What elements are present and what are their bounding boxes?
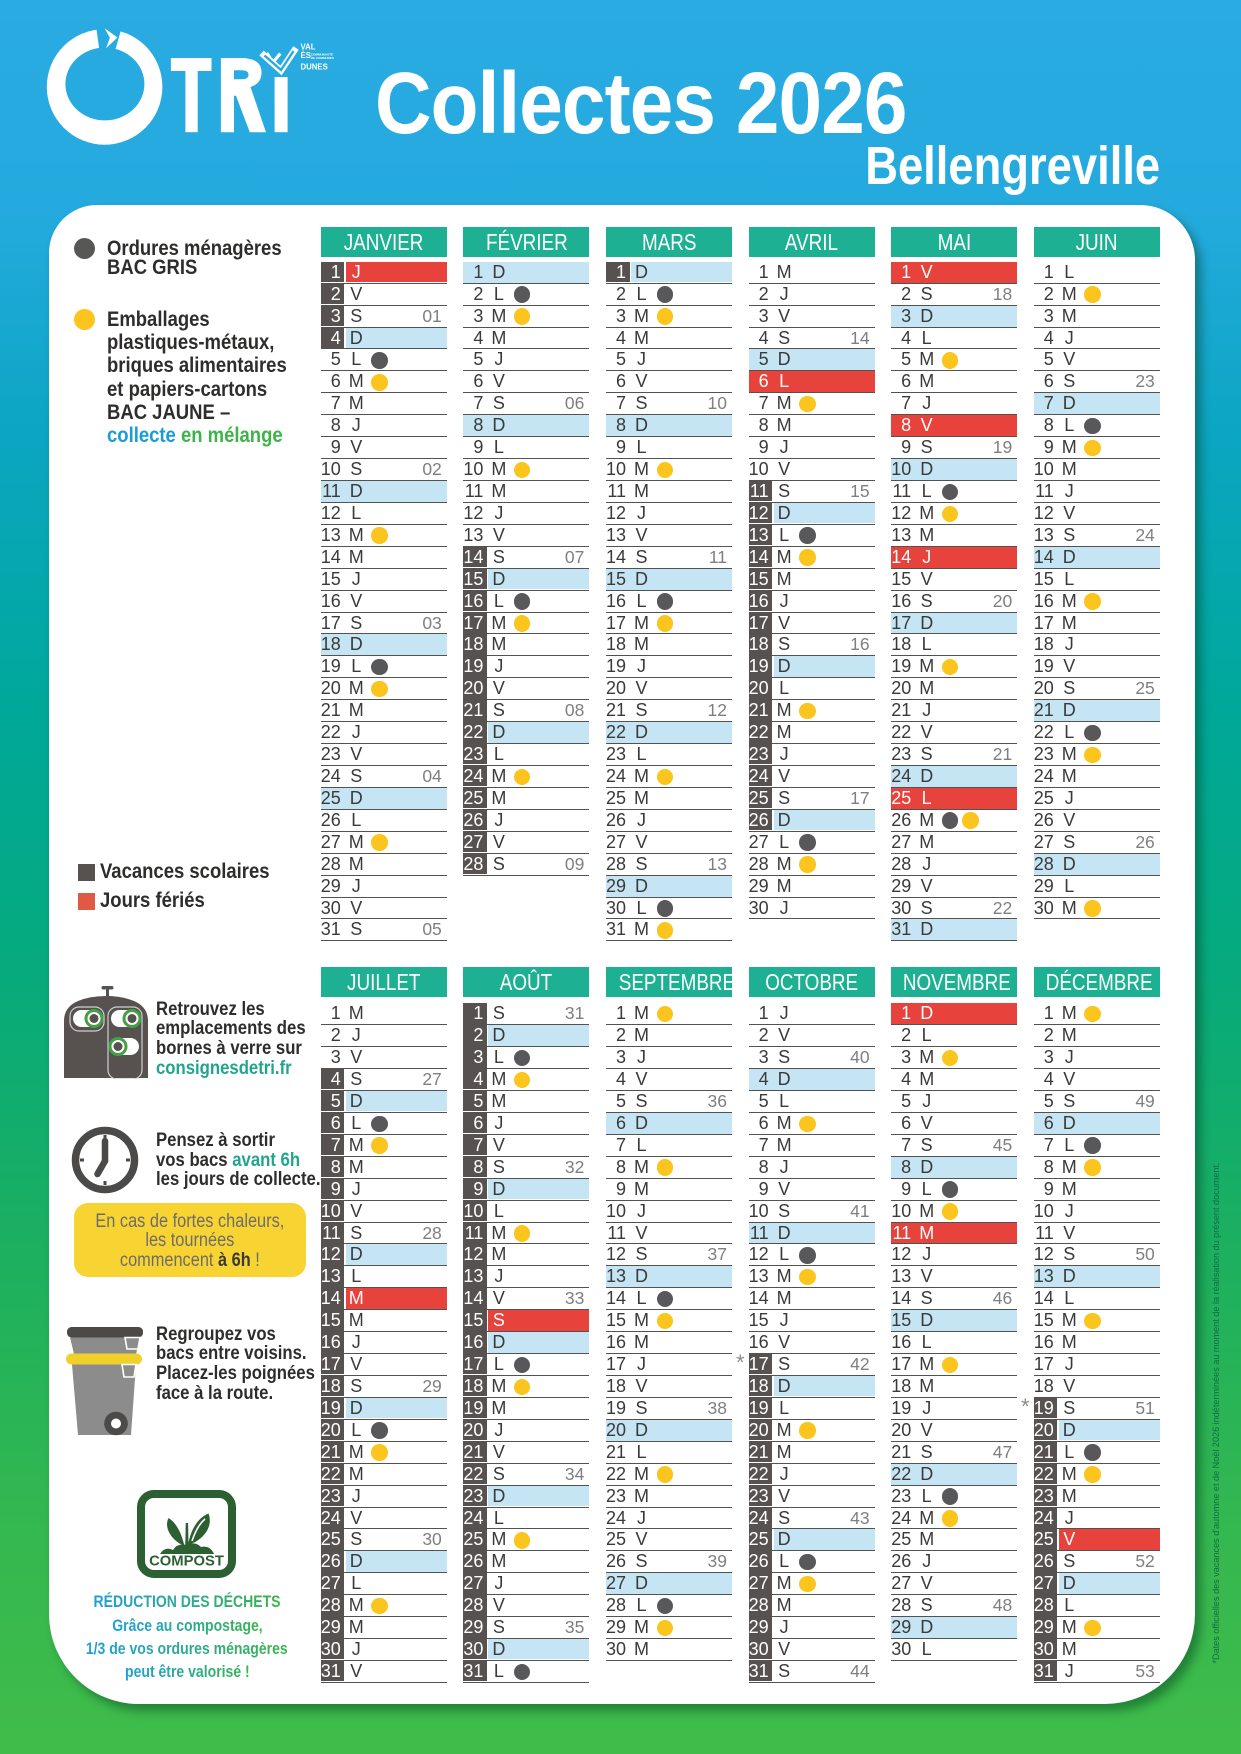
svg-text:DE COMMUNES: DE COMMUNES [311,56,334,60]
svg-text:COMPOST: COMPOST [149,1554,224,1570]
svg-text:ÈS: ÈS [301,51,311,60]
svg-text:COMMUNAUTÉ: COMMUNAUTÉ [311,52,333,57]
svg-text:DUNES: DUNES [301,63,328,72]
svg-text:VAL: VAL [301,42,316,51]
